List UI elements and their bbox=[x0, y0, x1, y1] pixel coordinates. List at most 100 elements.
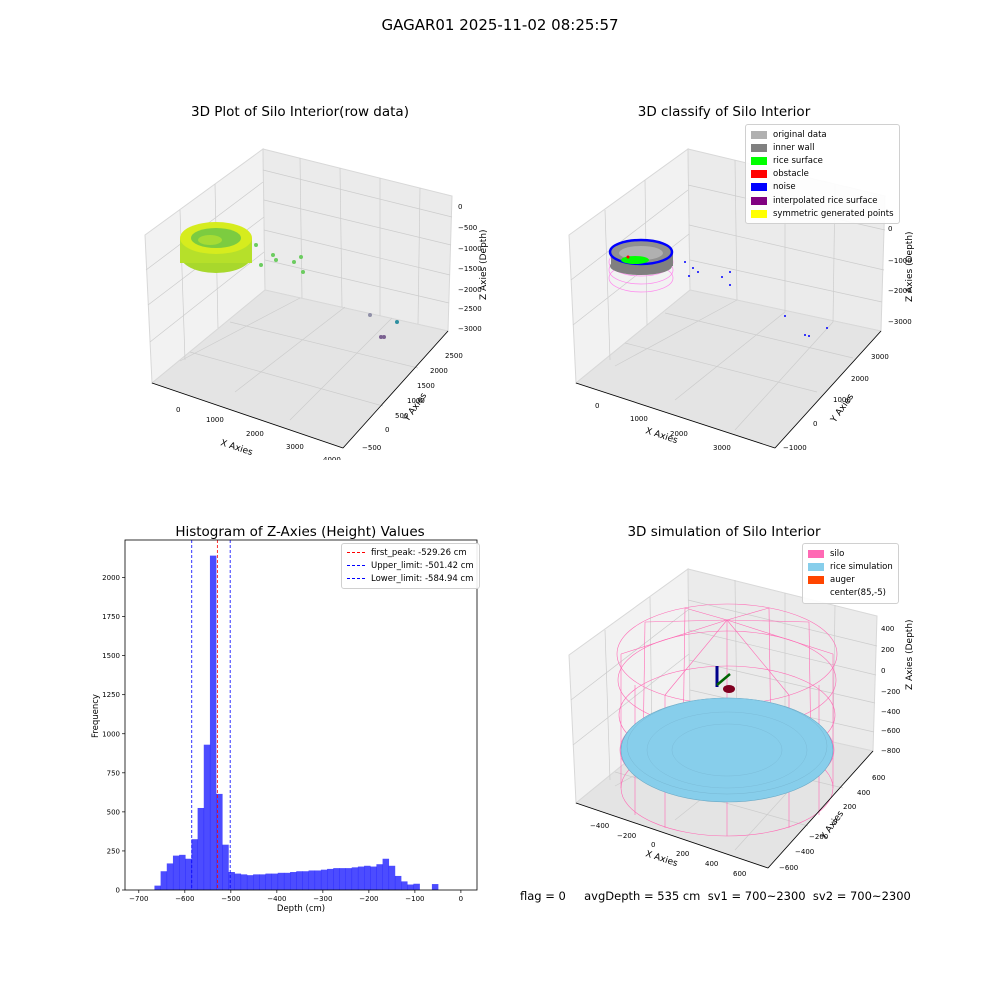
legend-label: first_peak: -529.26 cm bbox=[371, 547, 467, 558]
y-tick-label: 250 bbox=[107, 847, 120, 855]
histogram-bar bbox=[407, 884, 414, 890]
legend-item: noise bbox=[751, 181, 894, 194]
tick-label: 2500 bbox=[445, 352, 463, 360]
histogram-bar bbox=[345, 868, 353, 890]
histogram-bar bbox=[388, 865, 396, 890]
tick-label: −600 bbox=[779, 864, 798, 872]
histogram-bar bbox=[166, 863, 174, 890]
legend-label: rice simulation bbox=[830, 561, 893, 572]
y-tick-label: 0 bbox=[116, 887, 120, 895]
tick-label: −200 bbox=[809, 833, 828, 841]
tick-label: 0 bbox=[833, 818, 837, 826]
panel2-3d-plot: 0 1000 2000 3000 X Axies −1000 0 1000 20… bbox=[568, 148, 915, 452]
tick-label: −2500 bbox=[458, 305, 482, 313]
panel4-title: 3D simulation of Silo Interior bbox=[627, 524, 821, 540]
histogram-chart: −700 −600 −500 −400 −300 −200 −100 0 0 250 500 750… bbox=[91, 539, 478, 914]
legend-label: inner wall bbox=[773, 142, 815, 153]
x-tick-label: −500 bbox=[221, 895, 240, 903]
histogram-bar bbox=[431, 884, 439, 890]
legend-label: Lower_limit: -584.94 cm bbox=[371, 573, 474, 584]
tick-label: 2000 bbox=[851, 375, 869, 383]
histogram-bar bbox=[259, 874, 266, 890]
histogram-bar bbox=[357, 866, 365, 890]
tick-label: 600 bbox=[733, 870, 746, 878]
tick-label: −1000 bbox=[888, 257, 912, 265]
panel2-z-label: Z Axies (Depth) bbox=[905, 231, 915, 302]
histogram-bar bbox=[376, 864, 383, 890]
legend-item: Upper_limit: -501.42 cm bbox=[347, 559, 474, 572]
panel4-z-label: Z Axies (Depth) bbox=[905, 619, 915, 690]
histogram-frame bbox=[124, 539, 478, 891]
histogram-bar bbox=[154, 885, 161, 890]
panel4-x-ticks: −400 −200 0 200 400 600 bbox=[590, 822, 746, 878]
histogram-bar bbox=[160, 871, 168, 890]
histogram-y-ticks: 0 250 500 750 1000 1250 1500 1750 2000 bbox=[102, 574, 125, 895]
legend-swatch bbox=[808, 575, 824, 584]
histogram-bar bbox=[240, 874, 248, 890]
tick-label: 0 bbox=[595, 402, 599, 410]
tick-label: 200 bbox=[881, 646, 894, 654]
histogram-bar bbox=[271, 873, 279, 890]
figure-title: GAGAR01 2025-11-02 08:25:57 bbox=[381, 16, 619, 34]
status-footer: flag = 0 avgDepth = 535 cm sv1 = 700~230… bbox=[520, 889, 911, 903]
histogram-bar bbox=[216, 793, 223, 890]
legend-item: inner wall bbox=[751, 141, 894, 154]
legend-label: rice surface bbox=[773, 155, 823, 166]
panel4-legend: silo rice simulation auger center(85,-5) bbox=[802, 543, 899, 604]
tick-label: −1000 bbox=[783, 444, 807, 452]
legend-label: original data bbox=[773, 129, 827, 140]
histogram-bar bbox=[290, 872, 297, 890]
legend-swatch bbox=[751, 196, 767, 205]
tick-label: 1000 bbox=[630, 415, 648, 423]
histogram-bar bbox=[277, 872, 285, 890]
legend-label: interpolated rice surface bbox=[773, 195, 878, 206]
x-tick-label: −400 bbox=[267, 895, 286, 903]
histogram-bar bbox=[382, 858, 390, 890]
panel2-legend: original data inner wall rice surface ob… bbox=[745, 124, 900, 225]
tick-label: 2000 bbox=[670, 430, 688, 438]
panel1-title: 3D Plot of Silo Interior(row data) bbox=[191, 104, 409, 120]
panel2-title: 3D classify of Silo Interior bbox=[637, 104, 811, 120]
panel1-z-ticks: 0 −500 −1000 −1500 −2000 −2500 −3000 bbox=[458, 203, 482, 333]
tick-label: −2000 bbox=[458, 286, 482, 294]
histogram-bar bbox=[234, 873, 242, 890]
x-tick-label: 0 bbox=[459, 895, 463, 903]
histogram-bar bbox=[296, 871, 303, 890]
auger bbox=[715, 666, 735, 693]
tick-label: 1000 bbox=[407, 397, 425, 405]
legend-label: center(85,-5) bbox=[830, 588, 886, 599]
x-tick-label: −600 bbox=[175, 895, 194, 903]
y-tick-label: 1250 bbox=[102, 691, 120, 699]
tick-label: 0 bbox=[813, 420, 817, 428]
tick-label: 400 bbox=[857, 789, 870, 797]
tick-label: −3000 bbox=[458, 325, 482, 333]
legend-item: obstacle bbox=[751, 168, 894, 181]
tick-label: 1500 bbox=[417, 382, 435, 390]
legend-item: rice surface bbox=[751, 154, 894, 167]
panel1-y-ticks: −500 0 500 1000 1500 2000 2500 bbox=[362, 352, 463, 452]
legend-swatch bbox=[751, 170, 767, 179]
histogram-bar bbox=[185, 858, 192, 890]
tick-label: −500 bbox=[362, 444, 381, 452]
tick-label: −400 bbox=[590, 822, 609, 830]
tick-label: 400 bbox=[705, 860, 718, 868]
histogram-x-label: Depth (cm) bbox=[277, 904, 325, 914]
x-tick-label: −100 bbox=[405, 895, 424, 903]
legend-swatch bbox=[808, 562, 824, 571]
tick-label: 0 bbox=[651, 841, 655, 849]
tick-label: −800 bbox=[881, 747, 900, 755]
tick-label: 0 bbox=[176, 406, 180, 414]
panel1-z-label: Z Axies (Depth) bbox=[479, 229, 489, 300]
panel2-z-ticks: 0 −1000 −2000 −3000 bbox=[888, 225, 912, 326]
legend-item: silo bbox=[808, 547, 893, 560]
panel2-y-ticks: −1000 0 1000 2000 3000 bbox=[783, 353, 889, 452]
histogram-bar bbox=[364, 865, 371, 890]
x-tick-label: −300 bbox=[313, 895, 332, 903]
legend-swatch bbox=[751, 209, 767, 218]
tick-label: 0 bbox=[888, 225, 892, 233]
histogram-bar bbox=[339, 868, 346, 890]
tick-label: 3000 bbox=[713, 444, 731, 452]
histogram-bar bbox=[246, 875, 254, 890]
legend-line bbox=[347, 565, 365, 567]
legend-label: Upper_limit: -501.42 cm bbox=[371, 560, 474, 571]
